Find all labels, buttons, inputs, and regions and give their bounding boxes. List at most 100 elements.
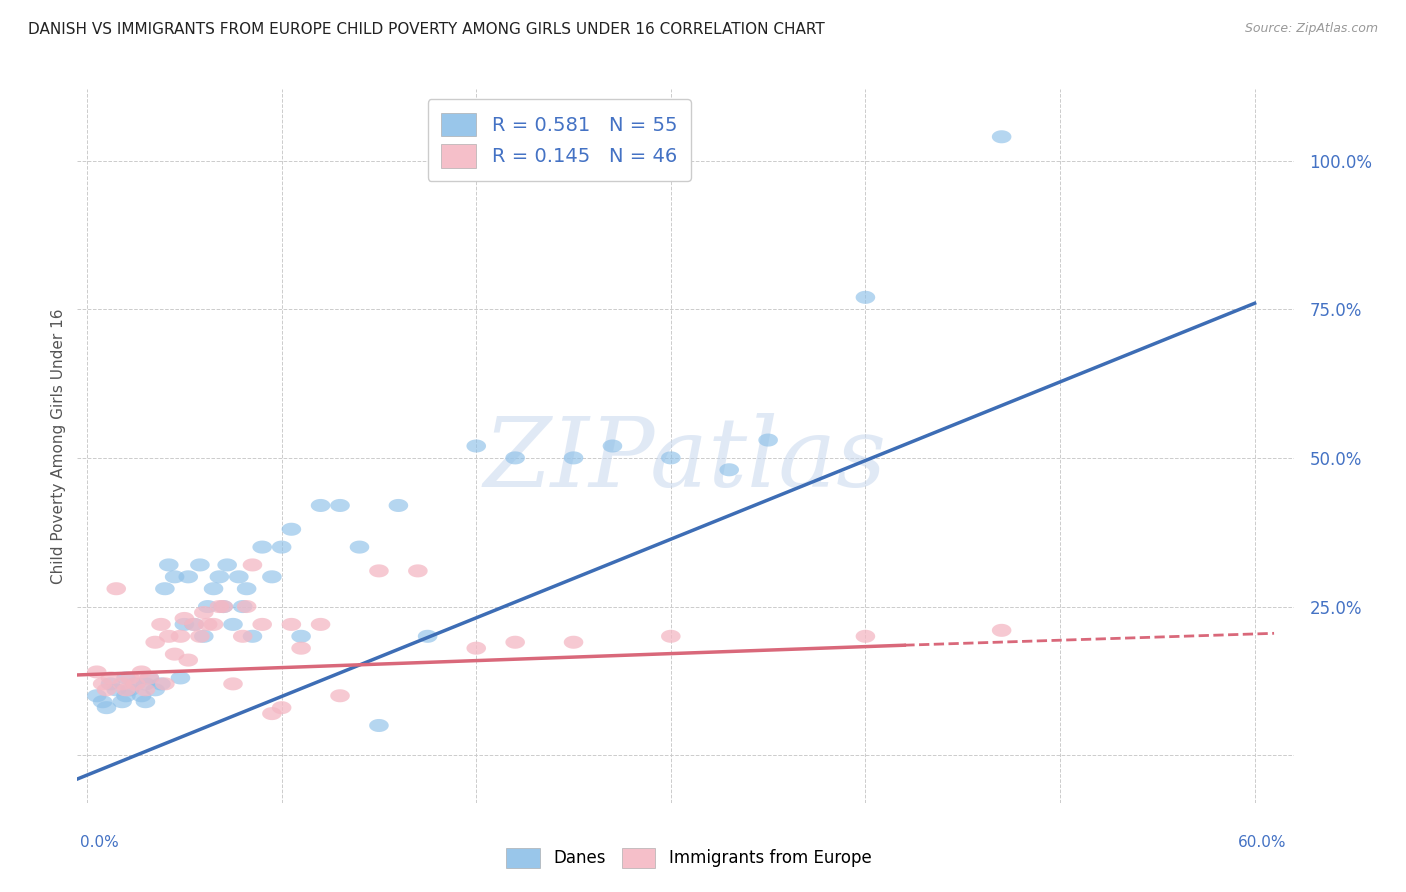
Point	[138, 671, 160, 685]
Point	[188, 558, 211, 572]
Point	[86, 665, 108, 679]
Point	[91, 677, 114, 691]
Point	[250, 540, 273, 554]
Point	[270, 700, 292, 714]
Text: Source: ZipAtlas.com: Source: ZipAtlas.com	[1244, 22, 1378, 36]
Point	[250, 617, 273, 632]
Point	[659, 450, 682, 465]
Point	[197, 617, 219, 632]
Point	[153, 677, 176, 691]
Point	[125, 677, 148, 691]
Legend: R = 0.581   N = 55, R = 0.145   N = 46: R = 0.581 N = 55, R = 0.145 N = 46	[427, 99, 690, 181]
Point	[222, 677, 245, 691]
Point	[222, 617, 245, 632]
Point	[157, 558, 180, 572]
Point	[177, 653, 200, 667]
Point	[118, 671, 141, 685]
Point	[329, 499, 352, 513]
Point	[150, 677, 173, 691]
Point	[177, 570, 200, 584]
Point	[368, 718, 391, 732]
Point	[329, 689, 352, 703]
Point	[118, 682, 141, 697]
Point	[138, 671, 160, 685]
Text: DANISH VS IMMIGRANTS FROM EUROPE CHILD POVERTY AMONG GIRLS UNDER 16 CORRELATION : DANISH VS IMMIGRANTS FROM EUROPE CHILD P…	[28, 22, 825, 37]
Point	[232, 599, 254, 614]
Point	[100, 677, 122, 691]
Point	[242, 558, 264, 572]
Point	[659, 629, 682, 643]
Point	[143, 635, 166, 649]
Point	[718, 463, 741, 477]
Point	[212, 599, 235, 614]
Y-axis label: Child Poverty Among Girls Under 16: Child Poverty Among Girls Under 16	[51, 309, 66, 583]
Point	[416, 629, 439, 643]
Point	[387, 499, 409, 513]
Point	[100, 671, 122, 685]
Point	[188, 629, 211, 643]
Point	[235, 582, 257, 596]
Point	[134, 677, 156, 691]
Point	[105, 682, 128, 697]
Point	[280, 522, 302, 536]
Point	[169, 629, 191, 643]
Point	[163, 570, 186, 584]
Point	[260, 570, 283, 584]
Point	[208, 599, 231, 614]
Point	[202, 617, 225, 632]
Point	[270, 540, 292, 554]
Point	[242, 629, 264, 643]
Point	[134, 682, 156, 697]
Point	[202, 582, 225, 596]
Point	[105, 582, 128, 596]
Point	[157, 629, 180, 643]
Point	[197, 599, 219, 614]
Point	[280, 617, 302, 632]
Text: 60.0%: 60.0%	[1239, 836, 1286, 850]
Point	[212, 599, 235, 614]
Point	[111, 677, 134, 691]
Point	[96, 682, 118, 697]
Point	[756, 433, 779, 447]
Point	[309, 617, 332, 632]
Point	[150, 617, 173, 632]
Point	[260, 706, 283, 721]
Point	[232, 629, 254, 643]
Point	[131, 689, 153, 703]
Point	[503, 450, 526, 465]
Text: ZIPatlas: ZIPatlas	[484, 413, 887, 508]
Point	[562, 450, 585, 465]
Point	[465, 641, 488, 656]
Point	[115, 689, 138, 703]
Point	[562, 635, 585, 649]
Point	[193, 606, 215, 620]
Point	[217, 558, 239, 572]
Point	[96, 700, 118, 714]
Point	[131, 665, 153, 679]
Point	[115, 671, 138, 685]
Point	[169, 671, 191, 685]
Point	[134, 695, 156, 709]
Point	[602, 439, 624, 453]
Point	[235, 599, 257, 614]
Point	[290, 629, 312, 643]
Point	[290, 641, 312, 656]
Point	[143, 682, 166, 697]
Point	[309, 499, 332, 513]
Point	[855, 629, 877, 643]
Point	[193, 629, 215, 643]
Point	[855, 290, 877, 304]
Point	[349, 540, 371, 554]
Point	[115, 682, 138, 697]
Point	[86, 689, 108, 703]
Point	[111, 695, 134, 709]
Point	[183, 617, 205, 632]
Point	[163, 647, 186, 661]
Point	[228, 570, 250, 584]
Point	[173, 611, 195, 625]
Point	[406, 564, 429, 578]
Point	[990, 129, 1012, 144]
Point	[503, 635, 526, 649]
Text: 0.0%: 0.0%	[80, 836, 120, 850]
Point	[173, 617, 195, 632]
